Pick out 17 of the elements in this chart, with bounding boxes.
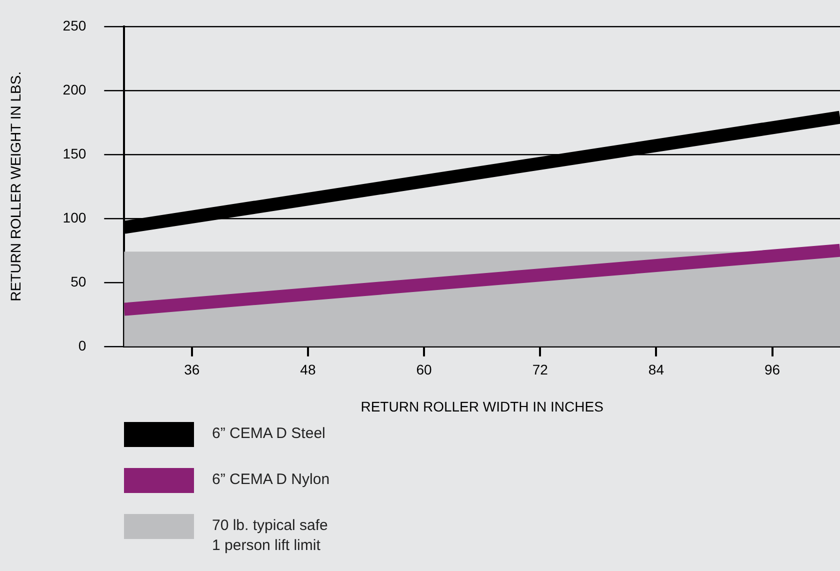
y-tick-label: 150: [62, 145, 86, 162]
x-tick-label: 48: [300, 362, 316, 378]
y-tick-label: 50: [70, 273, 86, 290]
x-axis-title: RETURN ROLLER WIDTH IN INCHES: [360, 398, 604, 414]
y-tick-label: 250: [62, 17, 86, 34]
x-tick-label: 72: [532, 362, 548, 378]
y-tick-label: 100: [62, 209, 86, 226]
legend-label: 70 lb. typical safe 1 person lift limit: [212, 516, 328, 556]
x-tick-label: 60: [416, 362, 432, 378]
x-tick-label: 96: [764, 362, 780, 378]
y-tick-label: 200: [62, 81, 86, 98]
x-tick-label: 36: [184, 362, 200, 378]
y-tick-label: 0: [78, 337, 86, 354]
legend-label: 6” CEMA D Steel: [212, 424, 326, 444]
x-tick-label: 84: [648, 362, 664, 378]
y-axis-title: RETURN ROLLER WEIGHT IN LBS.: [7, 71, 24, 302]
legend-label: 6” CEMA D Nylon: [212, 470, 330, 490]
